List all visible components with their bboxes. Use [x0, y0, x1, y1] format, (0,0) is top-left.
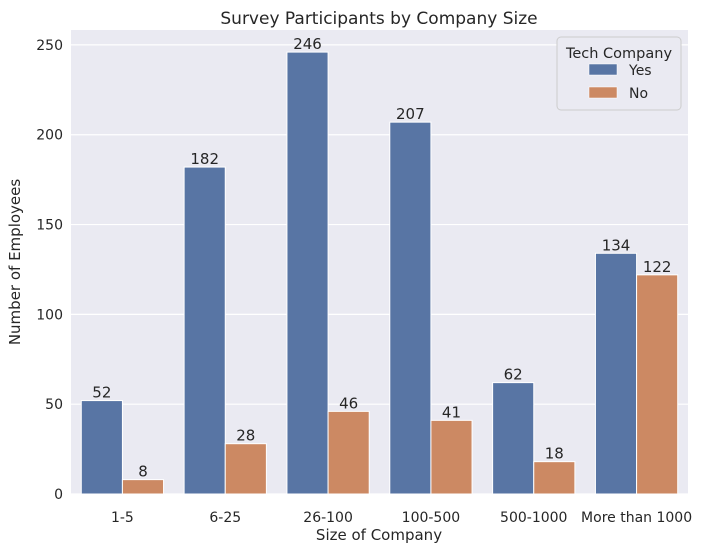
y-axis-label: Number of Employees — [6, 179, 24, 346]
x-tick-label: 26-100 — [303, 510, 353, 526]
bar-value-label: 207 — [396, 105, 425, 123]
y-tick-label: 200 — [36, 128, 63, 144]
legend-entry-label: Yes — [628, 63, 652, 79]
bar — [389, 121, 432, 495]
bar — [80, 400, 123, 495]
legend-entry-label: No — [629, 86, 648, 102]
x-tick-label: 100-500 — [402, 510, 461, 526]
bar — [286, 51, 329, 495]
legend-swatch — [588, 86, 618, 99]
bar-value-label: 134 — [602, 236, 631, 254]
y-tick-label: 100 — [36, 307, 63, 323]
bar-value-label: 246 — [293, 35, 322, 53]
bar-value-label: 18 — [545, 445, 564, 463]
bar — [183, 166, 226, 495]
bar — [492, 382, 535, 495]
bar — [224, 443, 267, 495]
bar-value-label: 62 — [504, 366, 523, 384]
bar-value-label: 52 — [92, 384, 111, 402]
y-tick-label: 0 — [54, 487, 63, 503]
x-tick-label: 500-1000 — [500, 510, 567, 526]
bars — [80, 51, 679, 495]
y-tick-label: 250 — [36, 38, 63, 54]
x-axis-ticks: 1-5 6-25 26-100 100-500 500-1000 More than 10… — [111, 510, 692, 526]
y-tick-label: 50 — [45, 397, 63, 413]
x-axis-label: Size of Company — [316, 526, 442, 544]
bar-value-label: 46 — [339, 394, 358, 412]
bar — [594, 252, 638, 495]
bar — [121, 479, 165, 495]
bar-value-label: 182 — [190, 150, 219, 168]
legend-box — [556, 36, 682, 111]
bar — [327, 410, 370, 495]
x-tick-label: More than 1000 — [581, 510, 692, 526]
bar — [430, 419, 473, 495]
x-tick-label: 6-25 — [209, 510, 241, 526]
bar-value-label: 41 — [442, 403, 461, 421]
legend: Tech Company Yes No — [556, 36, 682, 111]
bar-value-label: 122 — [643, 258, 672, 276]
bar-value-label: 8 — [138, 463, 148, 481]
bar-labels: 52 8 182 28 246 46 207 41 62 18 134 122 — [92, 35, 671, 481]
chart-title: Survey Participants by Company Size — [220, 9, 537, 29]
legend-swatch — [588, 63, 618, 76]
y-tick-label: 150 — [36, 218, 63, 234]
bar — [533, 461, 576, 495]
x-tick-label: 1-5 — [111, 510, 134, 526]
y-axis-ticks: 0 50 100 150 200 250 — [36, 38, 63, 503]
bar-value-label: 28 — [236, 427, 255, 445]
bar — [636, 274, 679, 495]
legend-title: Tech Company — [565, 46, 672, 62]
